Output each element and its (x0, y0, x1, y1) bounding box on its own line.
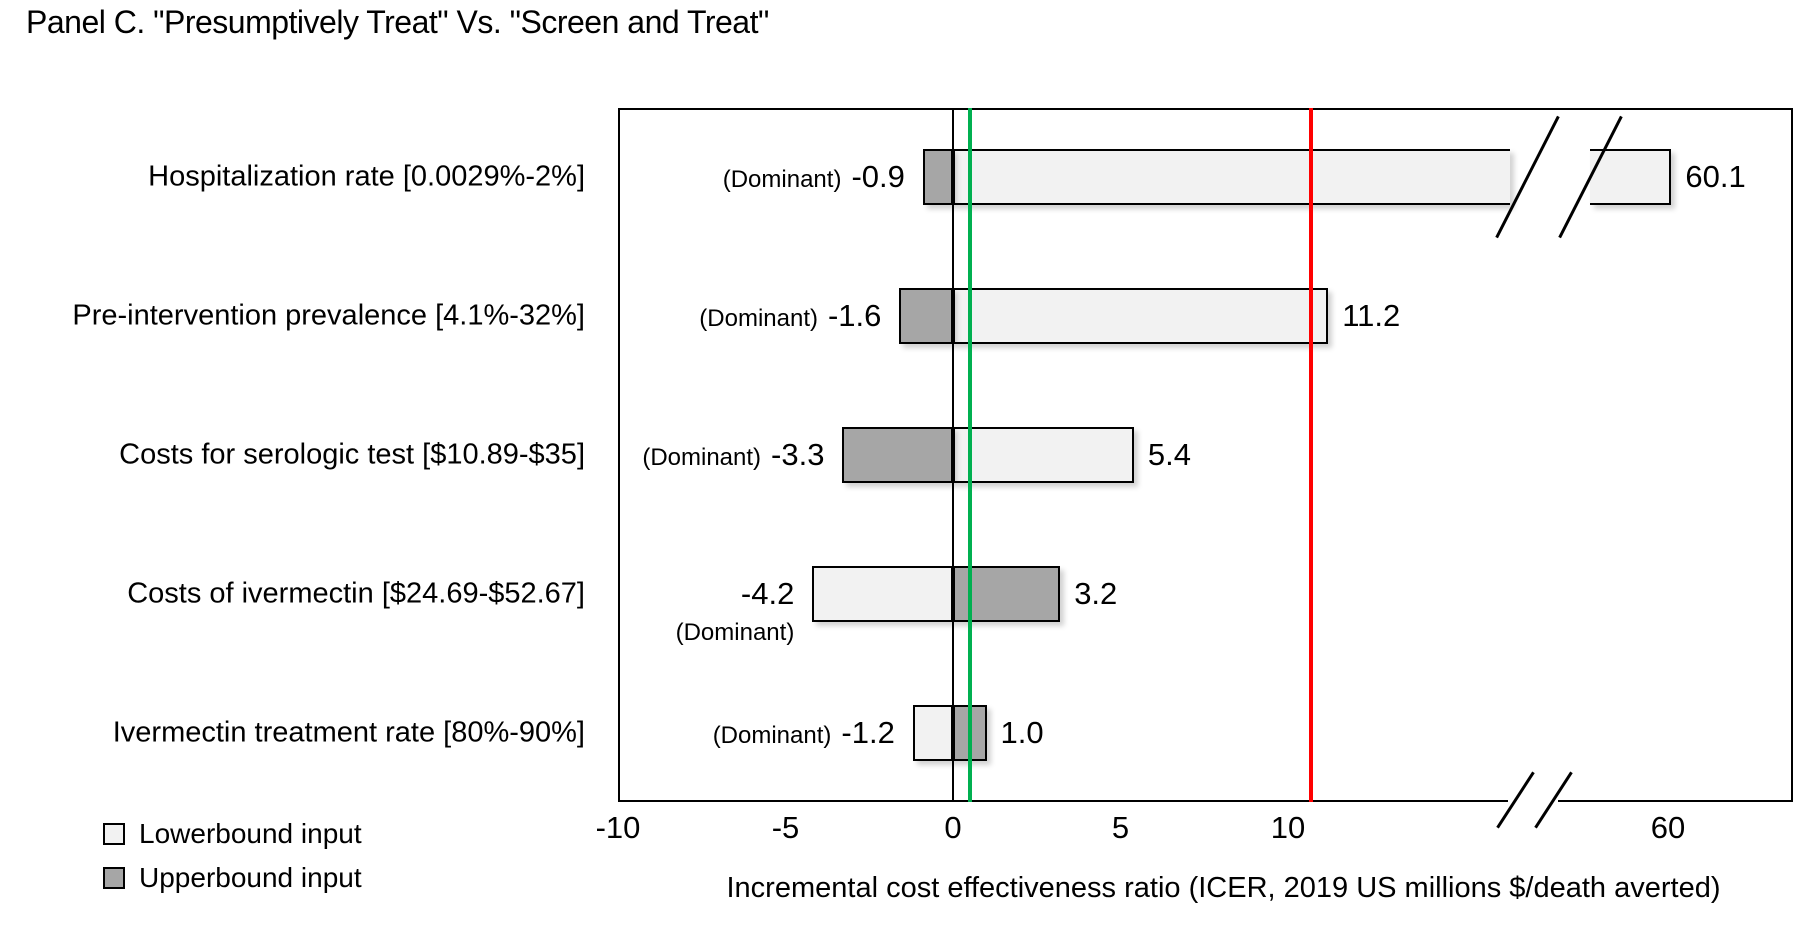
legend-item-upperbound: Upperbound input (103, 856, 362, 900)
plot-border-right (1791, 108, 1793, 802)
bar-left-label-value: -1.2 (841, 714, 895, 750)
bar-upperbound (842, 427, 953, 483)
bar-lowerbound (812, 565, 953, 622)
legend: Lowerbound input Upperbound input (103, 812, 362, 900)
bar-lowerbound (1590, 149, 1672, 206)
bar-right-label: 11.2 (1342, 298, 1401, 334)
bar-left-label: (Dominant) -1.2 (713, 715, 895, 751)
plot-border-left (618, 108, 620, 802)
plot-area: (Dominant) -0.9 60.1 (Dominant) -1.6 11.2 (Dom… (618, 108, 1793, 829)
bar-left-label-dominant: (Dominant) (642, 444, 762, 471)
bar-upperbound (899, 288, 953, 345)
plot-border-bottom (1558, 800, 1793, 802)
bar-left-label: (Dominant) -1.6 (699, 298, 881, 334)
bar-lowerbound (953, 288, 1329, 345)
category-labels: Hospitalization rate [0.0029%-2%] Pre-int… (0, 108, 590, 802)
legend-label-lowerbound: Lowerbound input (139, 818, 362, 849)
zero-line (952, 108, 954, 802)
bar-right-label: 1.0 (1000, 714, 1044, 750)
plot-border-bottom (618, 800, 1508, 802)
category-label: Hospitalization rate [0.0029%-2%] (148, 160, 585, 193)
bar-left-label: -4.2 (Dominant) (676, 575, 795, 647)
bar-upperbound (922, 149, 953, 206)
category-label: Ivermectin treatment rate [80%-90%] (112, 716, 585, 749)
x-tick-label: 0 (944, 810, 962, 845)
bar-lowerbound (953, 149, 1510, 206)
x-tick-label: -10 (595, 810, 641, 845)
bar-left-label-dominant: (Dominant) (722, 166, 842, 194)
bar-left-label-dominant: (Dominant) (675, 618, 795, 646)
bar-lowerbound (912, 704, 953, 761)
legend-label-upperbound: Upperbound input (139, 862, 362, 893)
bar-left-label-value: -0.9 (851, 159, 905, 195)
category-label: Costs for serologic test [$10.89-$35] (119, 438, 585, 471)
bar-right-label: 3.2 (1074, 575, 1118, 611)
base-case-line (967, 108, 972, 802)
bar-left-label-dominant: (Dominant) (699, 305, 818, 333)
category-label: Pre-intervention prevalence [4.1%-32%] (72, 299, 585, 332)
bar-lowerbound (953, 427, 1134, 483)
upperbound-swatch-icon (103, 867, 125, 889)
bar-right-label: 5.4 (1147, 437, 1191, 472)
bar-left-label-value: -3.3 (771, 437, 825, 472)
threshold-line (1309, 108, 1314, 802)
bar-left-label-value: -1.6 (827, 298, 882, 334)
lowerbound-swatch-icon (103, 823, 125, 845)
x-tick-label: 10 (1270, 810, 1306, 845)
x-axis-ticks: -10 -5 0 5 10 60 (596, 810, 1798, 852)
category-label: Costs of ivermectin [$24.69-$52.67] (127, 577, 585, 610)
x-axis-label: Incremental cost effectiveness ratio (IC… (726, 872, 1721, 904)
bar-left-label-dominant: (Dominant) (712, 721, 832, 749)
bar-right-label: 60.1 (1685, 159, 1746, 195)
chart-title: Panel C. "Presumptively Treat" Vs. "Scre… (26, 4, 769, 40)
x-tick-label: 5 (1111, 810, 1130, 845)
x-tick-label: 60 (1650, 810, 1686, 845)
plot-border-top (618, 108, 1793, 110)
bar-left-label: (Dominant) -3.3 (642, 437, 824, 473)
x-tick-label: -5 (771, 810, 800, 845)
bar-left-label-value: -4.2 (740, 575, 795, 611)
legend-item-lowerbound: Lowerbound input (103, 812, 362, 856)
bar-left-label: (Dominant) -0.9 (723, 159, 905, 195)
